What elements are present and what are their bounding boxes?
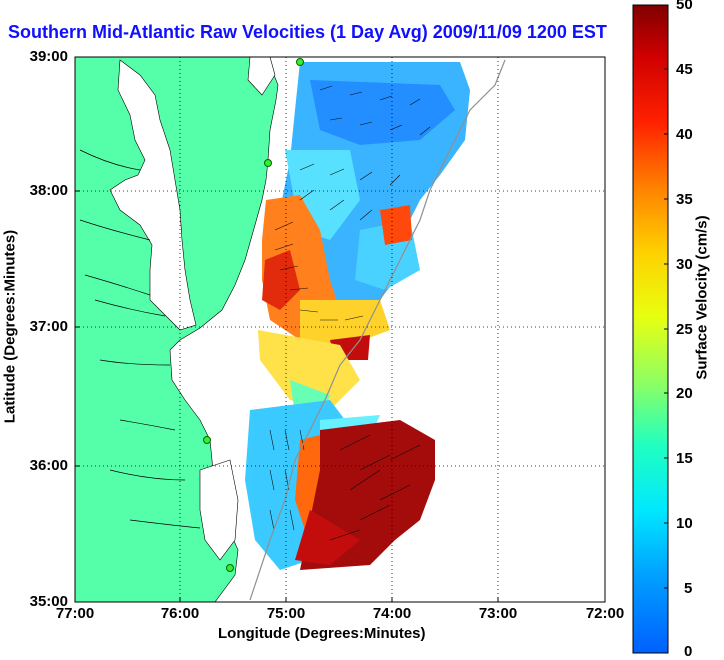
colorbar-tick-label: 35 [676, 191, 693, 208]
colorbar-tick-label: 10 [676, 515, 693, 532]
colorbar-tick-label: 20 [676, 385, 693, 402]
y-tick-label: 39:00 [29, 48, 68, 65]
x-tick-label: 77:00 [55, 605, 95, 622]
colorbar-tick-label: 50 [676, 0, 693, 13]
plot-frame [74, 56, 606, 603]
grid-lines [75, 57, 605, 602]
x-tick-label: 74:00 [372, 605, 412, 622]
y-tick-label: 35:00 [29, 593, 68, 610]
x-tick-label: 76:00 [160, 605, 200, 622]
colorbar-tick-label: 5 [684, 580, 693, 597]
chesapeake-bay [109, 59, 197, 331]
shelf-contour [249, 59, 506, 601]
colorbar-tick-label: 25 [676, 321, 693, 338]
rivers [79, 149, 201, 529]
x-axis-label: Longitude (Degrees:Minutes) [218, 625, 426, 642]
x-tick-label: 75:00 [266, 605, 306, 622]
x-tick-label: 73:00 [478, 605, 518, 622]
radar-stations [203, 58, 304, 572]
x-tick-label: 72:00 [585, 605, 625, 622]
colorbar [632, 4, 669, 654]
colorbar-tick-label: 30 [676, 256, 693, 273]
colorbar-tick-label: 0 [684, 643, 693, 660]
y-axis-label: Latitude (Degrees:Minutes) [1, 229, 19, 424]
map-title: Southern Mid-Atlantic Raw Velocities (1 … [8, 22, 607, 42]
colorbar-tick-label: 45 [676, 61, 693, 78]
y-tick-label: 38:00 [29, 182, 68, 199]
colorbar-tick-label: 40 [676, 126, 693, 143]
colorbar-label: Surface Velocity (cm/s) [693, 215, 711, 380]
y-tick-label: 37:00 [29, 318, 68, 335]
y-tick-label: 36:00 [29, 457, 68, 474]
velocity-field [245, 62, 470, 570]
colorbar-tick-label: 15 [676, 450, 693, 467]
